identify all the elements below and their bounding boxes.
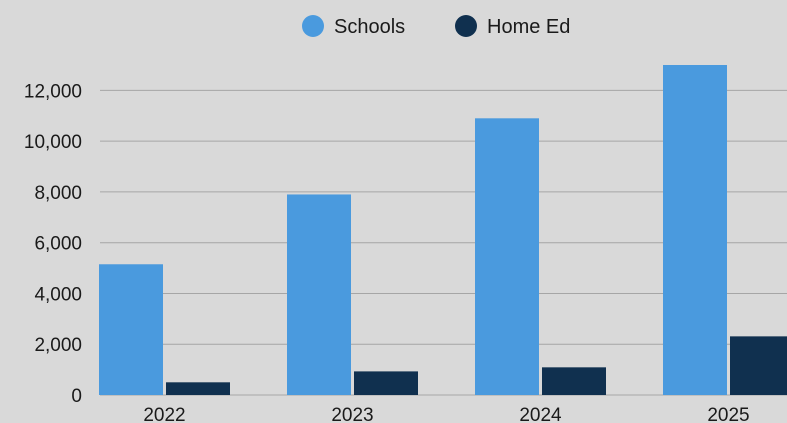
- schools-bar-2023: [287, 194, 351, 395]
- gridlines: [100, 89, 787, 396]
- schools-bar-2024: [475, 118, 539, 396]
- home-ed-bar-2024: [542, 367, 606, 395]
- x-tick-label: 2024: [519, 405, 562, 423]
- x-tick-label: 2023: [331, 405, 373, 423]
- y-tick-label: 6,000: [34, 234, 82, 255]
- legend-label-schools: Schools: [334, 16, 405, 38]
- y-tick-label: 4,000: [34, 284, 82, 305]
- y-tick-label: 0: [71, 386, 82, 407]
- x-axis-tick-labels: 2022 2023 2024 2025: [143, 405, 749, 423]
- schools-bar-2022: [99, 264, 163, 395]
- legend-marker-schools: [302, 15, 324, 37]
- y-tick-label: 2,000: [34, 335, 82, 356]
- legend-label-home-ed: Home Ed: [487, 16, 570, 38]
- home-ed-bar-2025: [730, 336, 787, 395]
- x-tick-label: 2025: [707, 405, 749, 423]
- bars: [99, 65, 787, 396]
- home-ed-bar-2023: [354, 371, 418, 395]
- legend: Schools Home Ed: [302, 15, 570, 38]
- legend-marker-home-ed: [455, 15, 477, 37]
- y-tick-label: 8,000: [34, 183, 82, 204]
- y-tick-label: 12,000: [24, 81, 82, 102]
- schools-bar-2025: [663, 65, 727, 395]
- y-axis-tick-labels: 0 2,000 4,000 6,000 8,000 10,000 12,000: [24, 81, 82, 407]
- x-tick-label: 2022: [143, 405, 185, 423]
- home-ed-bar-2022: [166, 382, 230, 395]
- y-tick-label: 10,000: [24, 132, 82, 153]
